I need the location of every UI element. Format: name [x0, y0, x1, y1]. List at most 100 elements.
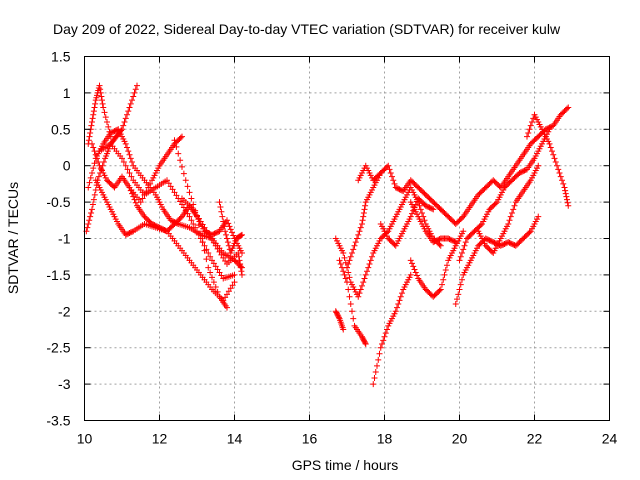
data-point	[222, 228, 229, 235]
series-track-9	[171, 137, 230, 311]
data-point	[87, 213, 94, 220]
data-point	[354, 235, 360, 242]
data-point	[220, 218, 227, 225]
data-point	[130, 93, 137, 100]
data-point	[218, 208, 225, 215]
data-point	[442, 267, 449, 274]
data-point	[186, 189, 193, 196]
series-track-16	[370, 271, 414, 388]
data-point	[360, 279, 367, 286]
data-point	[565, 104, 572, 111]
data-point	[389, 173, 395, 180]
data-point	[226, 223, 233, 230]
data-point	[477, 222, 484, 229]
data-point	[180, 170, 187, 177]
data-point	[362, 339, 369, 346]
data-point	[340, 250, 347, 257]
data-point	[535, 213, 542, 220]
series-track-8	[179, 195, 245, 278]
data-point	[207, 253, 214, 260]
data-point	[379, 341, 385, 348]
data-point	[90, 165, 97, 172]
data-point	[366, 260, 373, 267]
grid-lines	[84, 56, 610, 421]
data-point	[459, 276, 465, 283]
data-point	[224, 217, 230, 224]
data-point	[89, 206, 95, 213]
data-point	[561, 184, 568, 191]
data-point	[129, 190, 135, 197]
data-point	[562, 190, 569, 197]
y-tick-label: -2.5	[46, 340, 70, 356]
data-point	[218, 272, 225, 279]
data-point	[439, 281, 445, 288]
data-point	[205, 230, 212, 237]
data-point	[395, 301, 402, 308]
series-track-24	[524, 111, 572, 209]
y-tick-label: 0.5	[51, 121, 71, 137]
data-point	[190, 201, 197, 208]
data-point	[362, 271, 369, 278]
data-point	[365, 264, 372, 271]
data-point	[100, 159, 107, 166]
data-point	[89, 169, 95, 176]
data-point	[184, 210, 191, 217]
data-point	[344, 279, 350, 286]
data-point	[97, 89, 104, 96]
data-point	[219, 213, 226, 220]
data-point	[126, 104, 133, 111]
data-point	[125, 148, 132, 155]
data-point	[129, 228, 135, 235]
data-point	[230, 232, 237, 239]
data-point	[124, 144, 130, 151]
data-point	[374, 362, 380, 369]
data-point	[184, 183, 191, 190]
data-point	[436, 287, 443, 294]
data-point	[96, 82, 103, 89]
y-tick-label: -3.5	[46, 413, 70, 429]
data-point	[390, 177, 397, 184]
data-point	[100, 104, 107, 111]
data-point	[86, 217, 93, 224]
data-point	[237, 260, 244, 267]
data-point	[492, 200, 499, 207]
data-point	[199, 221, 206, 228]
data-point	[205, 250, 212, 257]
data-point	[143, 188, 150, 195]
data-point	[188, 217, 195, 224]
x-tick-label: 24	[602, 431, 618, 447]
data-point	[195, 222, 202, 229]
data-point	[392, 308, 399, 315]
y-tick-label: -0.5	[46, 194, 70, 210]
data-point	[119, 155, 125, 162]
data-point	[356, 228, 363, 235]
data-point	[335, 314, 342, 321]
data-point	[411, 266, 418, 273]
series-track-7	[126, 133, 185, 206]
x-tick-label: 18	[377, 431, 393, 447]
data-point	[134, 82, 140, 89]
data-point	[369, 253, 375, 260]
data-point	[524, 133, 530, 140]
data-point	[216, 269, 223, 276]
data-point	[399, 290, 405, 297]
data-point	[179, 133, 185, 140]
data-point	[173, 192, 180, 199]
data-point	[377, 344, 384, 351]
data-point	[177, 157, 184, 164]
data-point	[197, 230, 204, 237]
data-point	[105, 123, 112, 130]
data-point	[88, 210, 95, 217]
data-point	[550, 151, 557, 158]
data-point	[385, 162, 392, 169]
data-point	[225, 288, 232, 295]
data-point	[341, 254, 348, 261]
series-track-11	[332, 308, 347, 333]
data-point	[560, 180, 567, 187]
data-point	[87, 174, 94, 181]
data-point	[216, 199, 223, 206]
data-point	[98, 93, 105, 100]
data-point	[224, 239, 231, 246]
data-point	[357, 286, 364, 293]
data-point	[84, 224, 91, 231]
